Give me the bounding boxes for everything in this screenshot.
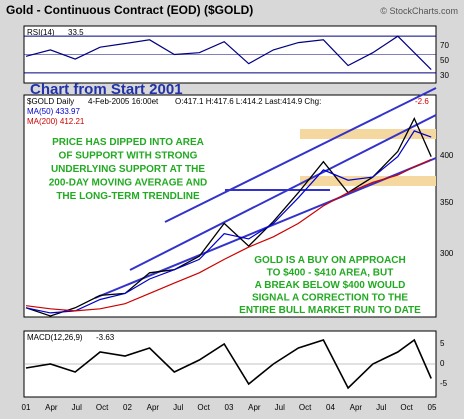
ma200-line [25, 158, 432, 312]
price-tick-350: 350 [440, 198, 454, 207]
chart-credit: © StockCharts.com [380, 6, 458, 16]
x-axis-label: Jul [173, 403, 183, 412]
x-axis-label: Oct [96, 403, 109, 412]
rsi-level-50: 50 [440, 56, 449, 65]
price-ohlc: O:417.1 H:417.6 L:414.2 Last:414.9 Chg: [175, 97, 321, 106]
annotation-line: 200-DAY MOVING AVERAGE AND [49, 178, 208, 189]
annotation-line: PRICE HAS DIPPED INTO AREA [52, 137, 204, 148]
macd-tick-5: 5 [440, 339, 445, 348]
price-tick-400: 400 [440, 151, 454, 160]
price-series [25, 116, 432, 317]
x-axis-label: Oct [197, 403, 210, 412]
x-axis-label: Apr [248, 403, 261, 412]
ma50-line [25, 130, 432, 314]
ma50-label: MA(50) 433.97 [27, 107, 80, 116]
x-axis: 01 Apr Jul Oct 02 Apr Jul Oct 03 Apr Jul Oct 04 Apr Ju… [22, 403, 437, 412]
rsi-level-70: 70 [440, 41, 449, 50]
annotation-line: ENTIRE BULL MARKET RUN TO DATE [239, 305, 421, 316]
macd-value: -3.63 [96, 333, 115, 342]
price-date: 4-Feb-2005 16:00et [88, 97, 159, 106]
price-symbol: $GOLD Daily [27, 97, 74, 106]
resistance-band [300, 129, 436, 139]
x-axis-label: 04 [326, 403, 335, 412]
rsi-value: 33.5 [68, 28, 84, 37]
annotation-line: TO $400 - $410 AREA, BUT [267, 268, 394, 279]
price-line [25, 116, 432, 317]
chart-title: Gold - Continuous Contract (EOD) ($GOLD) [6, 3, 253, 17]
support-band [300, 176, 436, 186]
x-axis-label: 05 [428, 403, 437, 412]
ma200-label: MA(200) 412.21 [27, 117, 85, 126]
x-axis-label: 02 [123, 403, 132, 412]
x-axis-label: Apr [45, 403, 58, 412]
x-axis-label: Apr [350, 403, 363, 412]
rsi-level-30: 30 [440, 71, 449, 80]
x-axis-label: Jul [376, 403, 386, 412]
macd-tick-neg5: -5 [440, 379, 448, 388]
annotation-top: PRICE HAS DIPPED INTO AREA OF SUPPORT WIT… [49, 137, 208, 202]
annotation-line: THE LONG-TERM TRENDLINE [56, 191, 200, 202]
annotation-line: GOLD IS A BUY ON APPROACH [254, 255, 406, 266]
x-axis-label: Jul [72, 403, 82, 412]
macd-label: MACD(12,26,9) [27, 333, 83, 342]
rsi-series [24, 35, 436, 74]
x-axis-label: Oct [299, 403, 312, 412]
annotation-line: UNDERLYING SUPPORT AT THE [51, 164, 205, 175]
x-axis-label: Apr [147, 403, 160, 412]
annotation-line: SIGNAL A CORRECTION TO THE [252, 293, 408, 304]
x-axis-label: 03 [225, 403, 234, 412]
x-axis-label: Oct [400, 403, 413, 412]
annotation-line: OF SUPPORT WITH STRONG [59, 151, 198, 162]
x-axis-label: 01 [22, 403, 31, 412]
annotation-bottom: GOLD IS A BUY ON APPROACH TO $400 - $410 … [239, 255, 421, 316]
macd-tick-0: 0 [440, 359, 445, 368]
rsi-line [25, 35, 432, 71]
macd-line [25, 338, 432, 390]
channel-upper-line [164, 87, 437, 223]
x-axis-label: Jul [275, 403, 285, 412]
macd-series [24, 338, 436, 390]
rsi-label: RSI(14) [27, 28, 55, 37]
channel-middle-line [129, 114, 437, 271]
price-change: -2.6 [415, 97, 429, 106]
overlay-title: Chart from Start 2001 [30, 81, 183, 98]
price-tick-300: 300 [440, 249, 454, 258]
annotation-line: A BREAK BELOW $400 WOULD [255, 280, 406, 291]
